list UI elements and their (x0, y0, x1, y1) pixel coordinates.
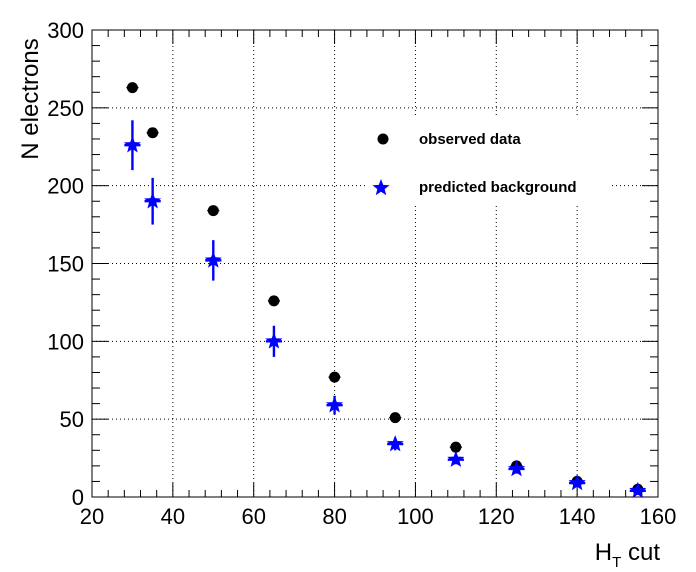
data-point-predicted (265, 332, 283, 349)
legend-predicted-label: predicted background (419, 179, 577, 196)
legend: observed data predicted background (366, 116, 612, 206)
data-point-predicted (629, 481, 647, 499)
y-tick-label: 200 (47, 174, 84, 199)
x-axis-title: HT cut (595, 539, 661, 571)
data-point-observed (126, 82, 138, 94)
legend-observed-marker (377, 133, 389, 145)
x-tick-label: 100 (397, 504, 434, 529)
data-point-observed (450, 441, 462, 453)
x-axis-title-main: H (595, 539, 612, 566)
legend-observed-label: observed data (419, 131, 521, 148)
x-tick-label: 80 (322, 504, 346, 529)
data-point-predicted (204, 251, 222, 268)
x-tick-label: 40 (161, 504, 185, 529)
x-tick-label: 20 (80, 504, 104, 529)
data-point-observed (389, 412, 401, 424)
data-point-predicted (326, 396, 344, 413)
ticks: 20 40 60 80 100 120 140 160 0 50 100 150 200 250 300 (47, 18, 676, 529)
data-point-predicted (568, 473, 586, 491)
data-point-observed (207, 205, 219, 217)
data-point-predicted (123, 136, 141, 153)
x-axis-title-subscript: T (612, 554, 621, 571)
legend-box (366, 116, 612, 206)
data-point-observed (147, 127, 159, 139)
y-tick-label: 100 (47, 329, 84, 354)
x-tick-label: 160 (640, 504, 677, 529)
data-point-observed (268, 295, 280, 307)
x-axis-title-rest: cut (621, 539, 660, 566)
x-tick-label: 60 (241, 504, 265, 529)
data-point-predicted (447, 450, 465, 467)
y-tick-label: 300 (47, 18, 84, 43)
data-series (123, 82, 647, 499)
predicted-background-series (123, 120, 647, 499)
x-tick-label: 120 (478, 504, 515, 529)
y-axis-title: N electrons (17, 38, 44, 159)
y-tick-label: 0 (72, 485, 84, 510)
y-tick-label: 250 (47, 96, 84, 121)
y-tick-label: 150 (47, 252, 84, 277)
data-point-observed (329, 371, 341, 383)
data-point-predicted (386, 435, 404, 452)
x-tick-label: 140 (559, 504, 596, 529)
y-tick-label: 50 (60, 407, 84, 432)
data-point-predicted (507, 459, 526, 477)
data-point-predicted (144, 192, 162, 209)
legend-predicted-marker (372, 179, 390, 196)
